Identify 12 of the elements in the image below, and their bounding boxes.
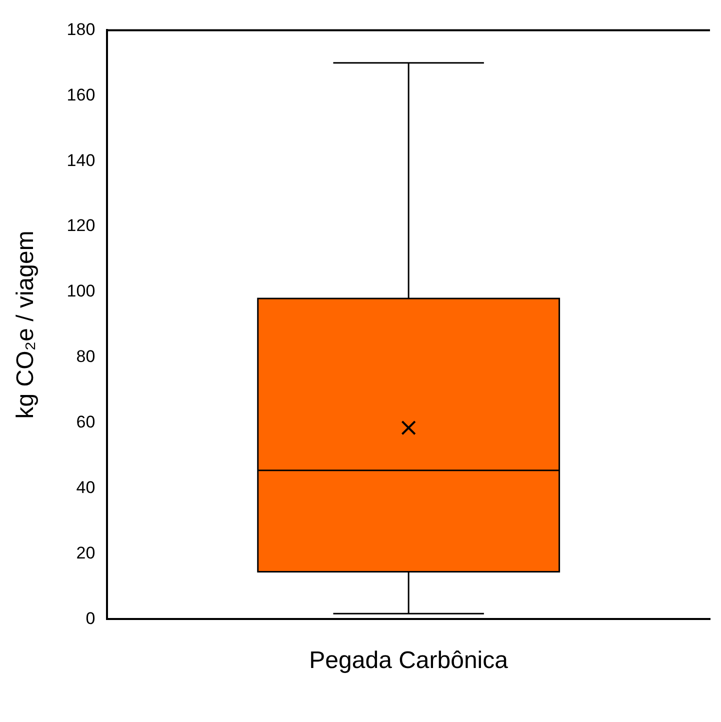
- y-tick-label: 0: [86, 608, 96, 628]
- y-tick-label: 60: [76, 412, 96, 432]
- y-axis-title: kg CO₂e / viagem: [12, 230, 40, 419]
- y-tick-label: 20: [76, 543, 96, 562]
- y-tick-label: 140: [66, 150, 96, 170]
- x-tick-label: Pegada Carbônica: [309, 647, 509, 674]
- y-tick-label: 180: [66, 20, 96, 39]
- y-tick-label: 100: [66, 282, 96, 301]
- y-tick-label: 40: [76, 478, 96, 497]
- y-tick-label: 80: [76, 347, 96, 366]
- y-tick-label: 160: [66, 85, 96, 104]
- y-tick-label: 120: [66, 216, 96, 236]
